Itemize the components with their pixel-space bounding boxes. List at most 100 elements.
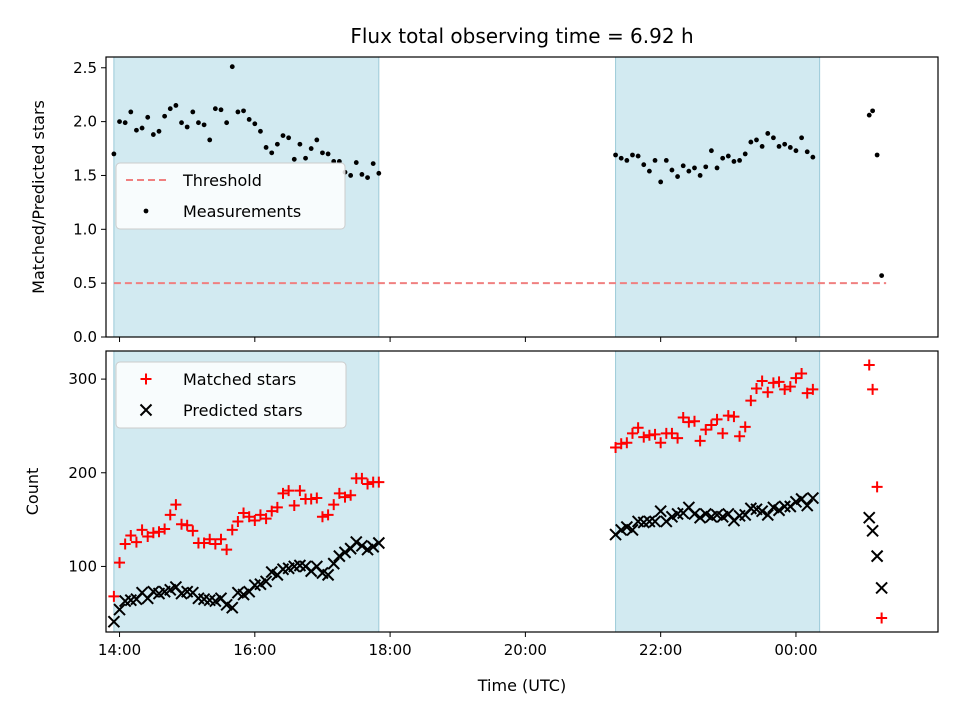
predicted-star-marker-stroke xyxy=(366,540,380,553)
matched-star-marker xyxy=(784,381,796,393)
matched-star-marker xyxy=(187,525,199,537)
matched-star-marker xyxy=(221,544,233,556)
data-point xyxy=(241,108,246,114)
matched-star-marker xyxy=(142,530,154,542)
matched-star-marker xyxy=(204,533,216,545)
data-point xyxy=(675,174,680,179)
matched-star-marker xyxy=(114,557,126,569)
data-point xyxy=(117,119,122,125)
matched-star-marker-stroke xyxy=(266,505,278,517)
matched-star-marker xyxy=(209,538,221,550)
matched-star-marker-stroke xyxy=(221,544,233,556)
data-point xyxy=(793,148,799,154)
predicted-star-marker-stroke xyxy=(113,603,126,616)
data-point xyxy=(167,106,173,112)
legend-top: Threshold Measurements xyxy=(115,162,346,230)
data-point xyxy=(370,161,376,167)
predicted-star-marker-stroke xyxy=(801,499,814,512)
matched-star-marker xyxy=(333,487,345,499)
data-point xyxy=(179,120,184,126)
predicted-star-marker xyxy=(806,491,820,505)
matched-star-marker-stroke xyxy=(333,487,345,499)
y-axis-label: Count xyxy=(23,468,42,516)
predicted-star-marker-stroke xyxy=(866,524,879,538)
matched-star-marker xyxy=(356,472,368,484)
matched-star-marker xyxy=(249,515,261,527)
series-matched-stars xyxy=(108,359,888,624)
matched-star-marker-stroke xyxy=(328,499,340,511)
y-tick-label: 1.0 xyxy=(73,220,97,238)
legend-label: Predicted stars xyxy=(183,401,303,420)
data-point xyxy=(742,151,748,157)
data-point xyxy=(635,153,641,159)
data-point xyxy=(173,103,179,108)
matched-star-marker xyxy=(739,421,751,433)
predicted-star-marker xyxy=(333,549,346,563)
data-point xyxy=(754,137,759,143)
data-point xyxy=(765,131,771,136)
matched-star-marker-stroke xyxy=(863,359,875,371)
matched-star-marker xyxy=(649,428,661,440)
matched-star-marker-stroke xyxy=(119,538,131,550)
data-point xyxy=(725,153,731,159)
legend-marker-swatch xyxy=(143,208,149,214)
data-point xyxy=(134,127,139,133)
legend-label: Matched stars xyxy=(183,370,296,389)
legend-box xyxy=(115,361,347,429)
matched-star-marker xyxy=(283,485,295,497)
matched-star-marker-stroke xyxy=(125,530,137,542)
data-point xyxy=(703,164,709,170)
matched-star-marker xyxy=(666,427,678,439)
legend-marker-swatch xyxy=(139,403,153,417)
predicted-star-marker xyxy=(688,507,701,521)
predicted-star-marker xyxy=(643,515,656,528)
predicted-star-marker-stroke xyxy=(333,549,346,563)
data-point xyxy=(207,137,213,143)
matched-star-marker xyxy=(745,395,757,407)
predicted-star-marker-stroke xyxy=(643,515,656,528)
data-point xyxy=(212,106,218,112)
matched-star-marker xyxy=(871,481,883,493)
data-point xyxy=(799,135,804,141)
matched-star-marker-stroke xyxy=(807,383,819,395)
matched-star-marker-stroke xyxy=(705,419,717,431)
predicted-star-marker-stroke xyxy=(107,615,121,628)
matched-star-marker xyxy=(655,437,667,449)
data-point xyxy=(258,128,263,134)
matched-star-marker-stroke xyxy=(142,530,154,542)
data-point xyxy=(870,108,876,114)
matched-star-marker xyxy=(373,476,385,488)
predicted-star-marker-stroke xyxy=(772,504,786,517)
matched-star-marker-stroke xyxy=(362,478,374,490)
matched-star-marker-stroke xyxy=(249,515,261,527)
predicted-star-marker xyxy=(338,546,352,559)
matched-star-marker xyxy=(232,515,244,527)
predicted-star-marker-stroke xyxy=(355,539,369,553)
data-point xyxy=(308,146,314,151)
predicted-star-marker xyxy=(761,508,774,522)
matched-star-marker-stroke xyxy=(756,375,768,387)
matched-star-marker xyxy=(345,489,357,501)
x-tick-label: 20:00 xyxy=(504,641,547,659)
matched-star-marker xyxy=(801,387,813,399)
data-point xyxy=(669,167,675,173)
y-tick-label: 2.5 xyxy=(73,59,97,77)
matched-star-marker-stroke xyxy=(283,485,295,497)
data-point xyxy=(162,113,168,119)
y-tick-label: 1.5 xyxy=(73,166,97,184)
matched-star-marker-stroke xyxy=(739,421,751,433)
predicted-star-marker xyxy=(355,539,369,553)
top-panel: 0.0 0.5 1.0 1.5 2.0 2.5 Matched/Predicted star… xyxy=(29,56,939,346)
matched-star-marker-stroke xyxy=(626,427,638,439)
predicted-star-marker-stroke xyxy=(321,568,335,582)
matched-star-marker-stroke xyxy=(238,507,250,519)
matched-star-marker-stroke xyxy=(666,427,678,439)
matched-star-marker xyxy=(181,519,193,531)
data-point xyxy=(139,125,145,131)
data-point xyxy=(353,160,359,165)
y-tick-label: 100 xyxy=(68,557,97,575)
matched-star-marker xyxy=(717,427,729,439)
data-point xyxy=(879,273,885,279)
predicted-star-marker-stroke xyxy=(870,549,884,563)
y-tick-label: 300 xyxy=(68,370,97,388)
